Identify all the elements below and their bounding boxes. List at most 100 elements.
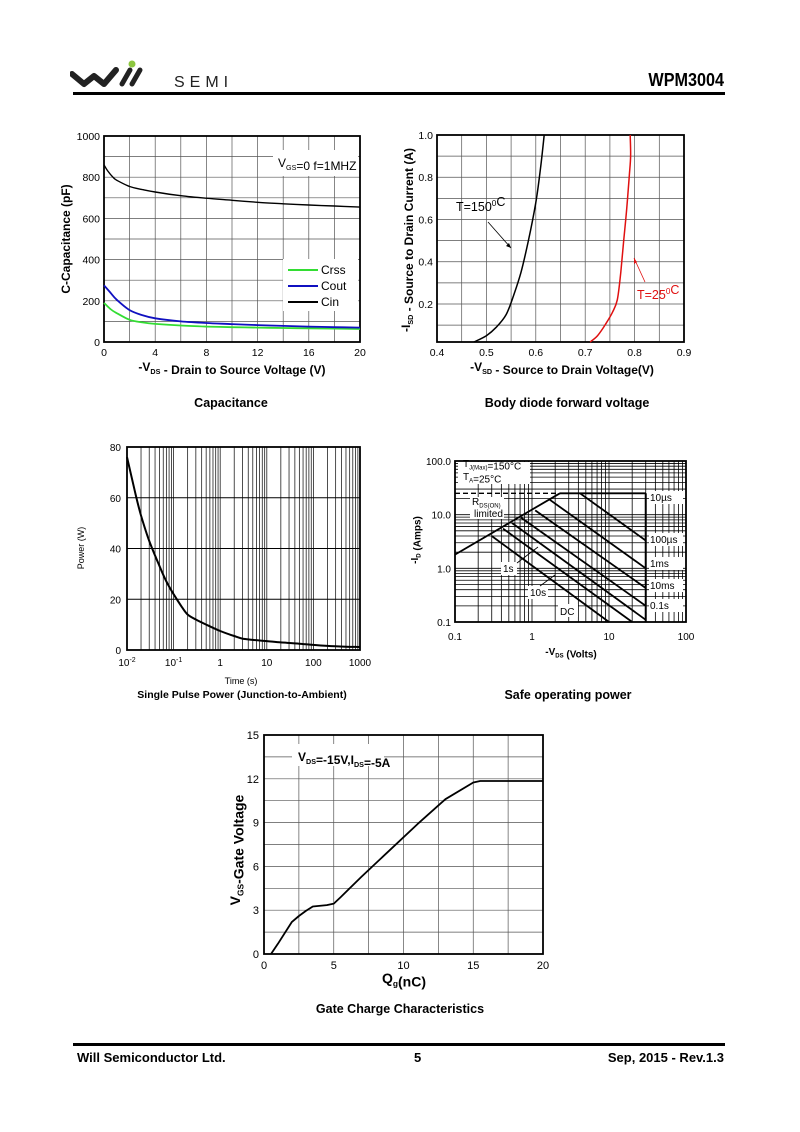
y-axis-label: VGS-Gate Voltage (227, 794, 247, 905)
x-tick-label: 0.5 (479, 347, 494, 359)
label-dc: DC (560, 607, 574, 618)
legend-label-crss: Crss (321, 263, 346, 277)
label-bg (649, 491, 683, 504)
x-tick-label: 0.8 (627, 347, 642, 359)
x-tick-label: 10-2 (118, 657, 135, 669)
x-tick-label: 5 (331, 960, 337, 972)
label-10s: 10s (530, 588, 546, 599)
y-tick-label: 0 (253, 949, 259, 961)
x-tick-label: 1 (217, 658, 223, 669)
series-1ms-line (549, 498, 647, 570)
y-tick-label: 0 (94, 337, 100, 349)
x-tick-label: 10 (397, 960, 409, 972)
y-tick-label: 80 (110, 443, 122, 454)
y-tick-label: 1000 (77, 131, 101, 143)
logo-text: SEMI (174, 74, 233, 91)
x-tick-label: 0.6 (528, 347, 543, 359)
footer-revision: Sep, 2015 - Rev.1.3 (607, 1050, 724, 1065)
label-1ms: 1ms (650, 559, 669, 570)
x-axis-label: -VDS - Drain to Source Voltage (V) (138, 360, 325, 377)
part-number: WPM3004 (648, 70, 724, 90)
series-power-line (126, 456, 361, 648)
y-tick-label: 600 (82, 213, 100, 225)
x-tick-label: 100 (305, 658, 322, 669)
series-10s-line (502, 527, 633, 623)
plot-frame (103, 135, 361, 343)
label-bg (649, 533, 683, 546)
x-tick-label: 10 (603, 632, 615, 643)
x-tick-label: 1000 (349, 658, 372, 669)
x-tick-label: 0.1 (448, 632, 462, 643)
plot-frame (436, 134, 685, 343)
y-tick-label: 0.6 (418, 214, 433, 226)
conditions-annotation: VDS=-15V,IDS=-5A (298, 750, 391, 770)
arrow-10s (539, 574, 556, 587)
y-tick-label: 20 (110, 595, 122, 606)
annotation-box (458, 462, 530, 484)
safe-operating-area-chart: 0.1 1 10 100 0.1 1.0 10.0 100.0 10µs 100µs 1ms 10ms… (410, 457, 695, 702)
arrowhead-t25 (634, 258, 637, 264)
y-tick-label: 40 (110, 545, 122, 556)
label-bg (528, 586, 548, 599)
y-tick-label: 10.0 (432, 511, 452, 522)
x-axis-label: -VDS (Volts) (545, 647, 597, 661)
plot-frame (454, 460, 687, 623)
footer-rule (73, 1043, 725, 1046)
label-t150: T=1500C (456, 195, 505, 214)
plot-frame (263, 734, 544, 955)
label-bg (649, 557, 683, 570)
series-vgs-line (270, 780, 543, 955)
y-axis-label: -ISD - Source to Drain Current (A) (399, 148, 416, 332)
annotation-box (470, 497, 504, 519)
chart-title: Single Pulse Power (Junction-to-Ambient) (137, 689, 346, 701)
y-tick-label: 0.1 (437, 618, 451, 629)
plot-frame (126, 446, 361, 651)
y-tick-label: 12 (247, 774, 259, 786)
rds-on-limit-line (454, 492, 561, 556)
chart-title: Safe operating power (504, 688, 631, 702)
logo-slash-1 (119, 67, 133, 87)
label-t25: T=250C (637, 283, 679, 302)
legend-label-cout: Cout (321, 279, 347, 293)
annotation-limited: limited (474, 509, 503, 520)
series-crss-line (103, 302, 361, 330)
series-cout-line (103, 284, 361, 329)
y-tick-label: 60 (110, 494, 122, 505)
y-tick-label: 400 (82, 255, 100, 267)
x-tick-label: 8 (203, 347, 209, 359)
x-tick-label: 0.7 (578, 347, 593, 359)
label-10ms: 10ms (650, 581, 674, 592)
x-tick-label: 0.9 (677, 347, 692, 359)
label-bg (558, 604, 578, 617)
annotation-ta: TA=25°C (463, 472, 501, 486)
gate-charge-chart: 0 5 10 15 20 0 3 6 9 12 15 VDS=-15V,IDS=-5A Qg(nC) VG… (227, 730, 549, 1016)
annotation-box (273, 150, 358, 176)
x-tick-label: 0.4 (430, 347, 445, 359)
series-dc-line (491, 535, 610, 623)
arrow-1s (516, 546, 539, 564)
x-tick-label: 1 (529, 632, 535, 643)
x-tick-label: 10 (261, 658, 273, 669)
series-t25-line (589, 134, 632, 343)
y-tick-label: 0 (115, 646, 121, 657)
chart-title: Body diode forward voltage (485, 396, 650, 410)
label-bg (501, 562, 517, 575)
y-tick-label: 100.0 (426, 457, 451, 468)
annotation-box (292, 744, 384, 766)
chart-title: Gate Charge Characteristics (316, 1002, 484, 1016)
arrowhead-t150 (506, 243, 511, 248)
series-10ms-line (534, 509, 647, 589)
x-tick-label: 10-1 (165, 657, 182, 669)
series-t150-line (473, 134, 545, 343)
x-tick-label: 16 (303, 347, 315, 359)
header-rule (73, 92, 725, 95)
x-tick-label: 100 (678, 632, 695, 643)
y-axis-label: Power (W) (76, 527, 86, 570)
series-cin-line (103, 164, 361, 208)
y-axis-label: -ID (Amps) (410, 516, 424, 564)
label-bg (649, 579, 683, 592)
y-tick-label: 9 (253, 818, 259, 830)
legend-label-cin: Cin (321, 295, 339, 309)
y-tick-label: 3 (253, 905, 259, 917)
